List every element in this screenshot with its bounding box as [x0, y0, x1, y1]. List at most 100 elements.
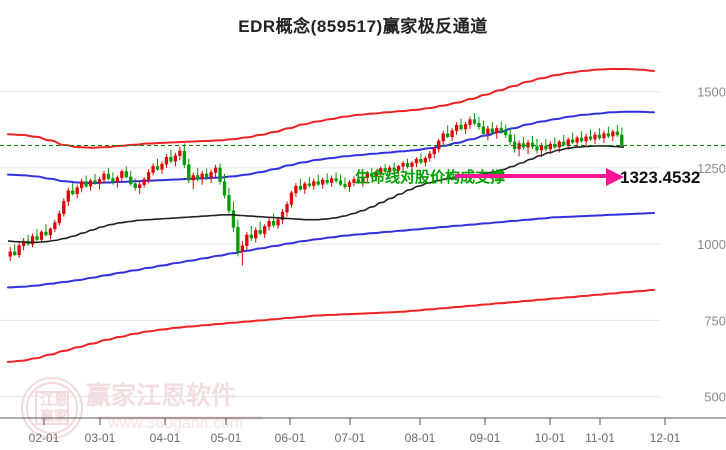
- candlestick: [8, 247, 12, 261]
- candlestick: [517, 140, 521, 157]
- candlestick: [39, 230, 44, 243]
- candlestick: [187, 158, 191, 184]
- current-price-label: 1323.4532: [620, 168, 700, 187]
- candlestick: [544, 138, 548, 152]
- x-axis-tick-label: 04-01: [150, 431, 181, 445]
- grid-lines: [0, 91, 660, 398]
- candlestick: [276, 216, 280, 229]
- candlestick: [245, 231, 249, 251]
- candlestick: [374, 170, 378, 181]
- inner-lower-band: [7, 212, 655, 289]
- candlestick: [231, 201, 236, 232]
- annotation-group: 生命线对股价构成支撑: [355, 168, 624, 186]
- candlestick: [463, 122, 468, 134]
- candlestick: [285, 201, 289, 217]
- annotation-arrow-head: [606, 168, 624, 186]
- candlestick: [93, 173, 97, 185]
- candlestick: [405, 158, 410, 169]
- x-axis-tick-label: 11-01: [585, 431, 615, 445]
- x-axis-tick-label: 07-01: [335, 431, 366, 445]
- candlestick: [383, 164, 387, 174]
- watermark: 江恩 赢家 赢家江恩软件 www.360gann.com: [21, 377, 262, 439]
- lifeline-ma: [7, 145, 625, 244]
- candlestick: [615, 125, 619, 137]
- candlestick: [316, 174, 320, 187]
- candlestick: [222, 173, 227, 199]
- candlestick: [17, 242, 21, 258]
- candlestick: [307, 177, 311, 188]
- candlestick: [486, 125, 490, 141]
- candlestick: [593, 131, 597, 145]
- annotation-text: 生命线对股价构成支撑: [355, 168, 505, 186]
- candlestick: [111, 172, 115, 185]
- candlestick: [513, 134, 517, 153]
- candlestick: [298, 178, 303, 191]
- candlestick: [160, 161, 164, 174]
- x-axis-tick-label: 10-01: [535, 431, 566, 445]
- candlestick: [254, 227, 258, 243]
- candlestick: [370, 167, 374, 179]
- seal-char-bottom: 赢家: [40, 408, 69, 424]
- candlestick: [606, 126, 611, 138]
- candlestick: [102, 170, 106, 184]
- outer-upper-band: [7, 68, 655, 149]
- candlestick: [21, 238, 26, 251]
- candlestick: [227, 187, 231, 214]
- y-axis-tick-label: 1500: [697, 85, 726, 100]
- x-axis-tick-label: 09-01: [470, 431, 501, 445]
- candlestick: [597, 128, 602, 140]
- candlestick: [432, 146, 436, 159]
- candlestick: [97, 177, 102, 190]
- candlestick: [571, 132, 575, 145]
- candlestick: [133, 178, 137, 191]
- candlestick: [62, 198, 66, 217]
- candlestick: [169, 149, 173, 164]
- candlestick: [138, 181, 142, 194]
- candlestick: [115, 175, 119, 188]
- candlestick: [142, 177, 146, 188]
- seal-char-top: 江恩: [40, 392, 68, 408]
- candlestick: [155, 158, 160, 171]
- candlestick: [258, 221, 262, 235]
- candlestick: [388, 165, 392, 177]
- channel-bands: [7, 68, 655, 363]
- candlestick: [530, 135, 535, 149]
- x-axis-tick-label: 03-01: [85, 431, 116, 445]
- y-axis-labels: 1500 1250 1000 750 500: [697, 85, 726, 405]
- candlestick: [396, 164, 401, 175]
- y-axis-tick-label: 1000: [697, 237, 726, 252]
- candlestick: [521, 136, 526, 150]
- candlestick: [294, 183, 298, 197]
- candlestick: [303, 181, 307, 194]
- y-axis-tick-label: 500: [704, 390, 726, 405]
- candlestick: [26, 234, 30, 246]
- candlestick: [508, 128, 512, 145]
- candlestick: [124, 166, 128, 179]
- candlestick: [365, 170, 369, 182]
- candlestick: [106, 167, 111, 181]
- candlestick: [146, 169, 151, 184]
- candlestick: [401, 161, 405, 171]
- candlestick: [178, 146, 182, 161]
- candlestick: [588, 129, 593, 142]
- candlestick: [414, 157, 419, 168]
- candlestick: [209, 169, 213, 184]
- candlestick: [535, 138, 539, 154]
- candlestick: [338, 174, 343, 187]
- candlestick: [477, 116, 481, 130]
- candlestick: [352, 176, 356, 187]
- x-axis-labels: 02-01 03-01 04-01 05-01 06-01 07-01 08-01 09-01…: [29, 431, 681, 445]
- candlestick: [80, 178, 84, 193]
- candlestick: [343, 177, 347, 190]
- candlestick: [450, 128, 454, 142]
- candlestick: [151, 163, 155, 176]
- candlestick: [271, 213, 276, 228]
- candlestick: [53, 219, 57, 232]
- candlestick: [30, 233, 35, 248]
- candlestick: [428, 151, 432, 162]
- candlestick-series: [8, 112, 624, 266]
- candlestick: [249, 225, 253, 242]
- candlestick: [75, 184, 79, 199]
